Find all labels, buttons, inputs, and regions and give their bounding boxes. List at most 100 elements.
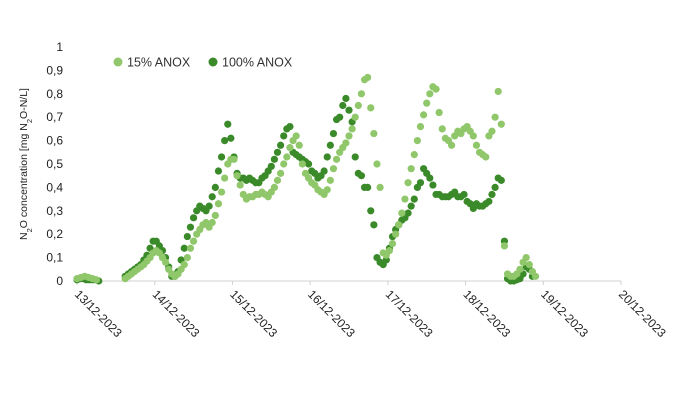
y-axis-label: N2O concentration [mg N2O-N/L] bbox=[18, 88, 34, 240]
data-point bbox=[388, 239, 397, 248]
data-point bbox=[413, 137, 421, 145]
data-point bbox=[186, 244, 195, 252]
data-point bbox=[404, 209, 412, 217]
data-point bbox=[364, 183, 372, 191]
x-tick-label: 18/12-2023 bbox=[460, 287, 513, 340]
data-point bbox=[491, 113, 499, 121]
data-point bbox=[357, 172, 366, 180]
data-point bbox=[208, 193, 216, 201]
data-point bbox=[423, 99, 431, 107]
data-point bbox=[435, 108, 443, 117]
data-point bbox=[497, 176, 505, 184]
data-point bbox=[214, 167, 223, 175]
data-point bbox=[186, 223, 195, 231]
data-point bbox=[376, 183, 384, 191]
data-point bbox=[273, 176, 282, 184]
y-tick-label: 0,2 bbox=[46, 227, 63, 241]
y-tick-label: 0,9 bbox=[46, 63, 63, 77]
data-point bbox=[370, 129, 378, 138]
data-point bbox=[525, 261, 533, 269]
data-point bbox=[217, 153, 226, 161]
data-point bbox=[472, 141, 481, 149]
data-point bbox=[339, 101, 347, 110]
data-point bbox=[342, 139, 350, 147]
x-tick-label: 20/12-2023 bbox=[616, 287, 669, 340]
data-point bbox=[385, 246, 394, 255]
data-point bbox=[270, 155, 278, 163]
data-point bbox=[407, 202, 415, 210]
data-point bbox=[522, 254, 530, 262]
data-point bbox=[233, 172, 241, 180]
y-tick-label: 0,6 bbox=[46, 134, 63, 148]
data-point bbox=[410, 151, 418, 159]
data-point bbox=[482, 153, 490, 161]
data-point bbox=[273, 148, 282, 156]
y-tick-label: 0,4 bbox=[46, 180, 63, 194]
data-point bbox=[410, 195, 418, 203]
data-point bbox=[531, 272, 540, 280]
data-point bbox=[295, 141, 303, 149]
data-point bbox=[323, 153, 331, 161]
data-point bbox=[323, 186, 331, 194]
data-point bbox=[351, 113, 359, 121]
data-point bbox=[336, 113, 344, 121]
data-point bbox=[329, 129, 338, 138]
data-point bbox=[357, 90, 366, 98]
data-point bbox=[332, 155, 341, 163]
data-point bbox=[404, 179, 412, 187]
data-point bbox=[416, 179, 425, 187]
x-tick-label: 16/12-2023 bbox=[305, 287, 358, 340]
data-point bbox=[469, 132, 477, 140]
data-point bbox=[292, 132, 300, 140]
legend: 15% ANOX 100% ANOX bbox=[113, 56, 293, 70]
data-point bbox=[183, 254, 191, 262]
data-point bbox=[395, 221, 403, 229]
data-point bbox=[416, 122, 425, 131]
data-point bbox=[429, 181, 437, 189]
data-point bbox=[180, 261, 188, 269]
data-point bbox=[373, 160, 381, 168]
data-point bbox=[277, 141, 285, 149]
data-point bbox=[351, 153, 359, 161]
data-point bbox=[211, 183, 219, 191]
data-point bbox=[270, 183, 278, 191]
data-point bbox=[407, 165, 415, 173]
x-tick-label: 14/12-2023 bbox=[150, 287, 203, 340]
data-point bbox=[277, 169, 285, 177]
y-tick-label: 1 bbox=[56, 40, 63, 54]
data-point bbox=[398, 209, 406, 217]
data-point bbox=[208, 218, 216, 227]
data-point bbox=[420, 111, 428, 119]
data-point bbox=[183, 232, 191, 241]
data-point bbox=[180, 244, 188, 252]
y-tick-label: 0,8 bbox=[46, 87, 63, 101]
data-point bbox=[267, 162, 275, 170]
data-point bbox=[432, 85, 440, 93]
data-point bbox=[298, 160, 306, 168]
x-tick-label: 15/12-2023 bbox=[227, 287, 280, 340]
data-point bbox=[92, 276, 101, 284]
y-tick-label: 0,5 bbox=[46, 157, 63, 171]
data-point bbox=[286, 122, 294, 131]
data-point bbox=[214, 200, 223, 208]
data-point bbox=[217, 188, 226, 196]
data-point bbox=[320, 167, 328, 175]
data-point bbox=[342, 94, 350, 103]
x-tick-label: 13/12-2023 bbox=[72, 287, 125, 340]
data-point bbox=[329, 165, 338, 173]
data-point bbox=[211, 211, 219, 220]
data-point bbox=[161, 258, 170, 266]
x-tick-label: 19/12-2023 bbox=[538, 287, 591, 340]
data-point bbox=[280, 160, 288, 168]
data-point bbox=[189, 237, 198, 245]
data-point bbox=[354, 101, 362, 110]
data-point bbox=[392, 230, 400, 238]
y-axis-ticks: 0 0,1 0,2 0,3 0,4 0,5 0,6 0,7 0,8 0,9 1 bbox=[46, 40, 63, 288]
data-point bbox=[367, 104, 375, 112]
data-point bbox=[345, 106, 353, 114]
y-tick-label: 0,1 bbox=[46, 251, 63, 265]
data-point bbox=[488, 127, 496, 135]
data-point bbox=[326, 176, 334, 184]
data-point bbox=[370, 221, 378, 229]
